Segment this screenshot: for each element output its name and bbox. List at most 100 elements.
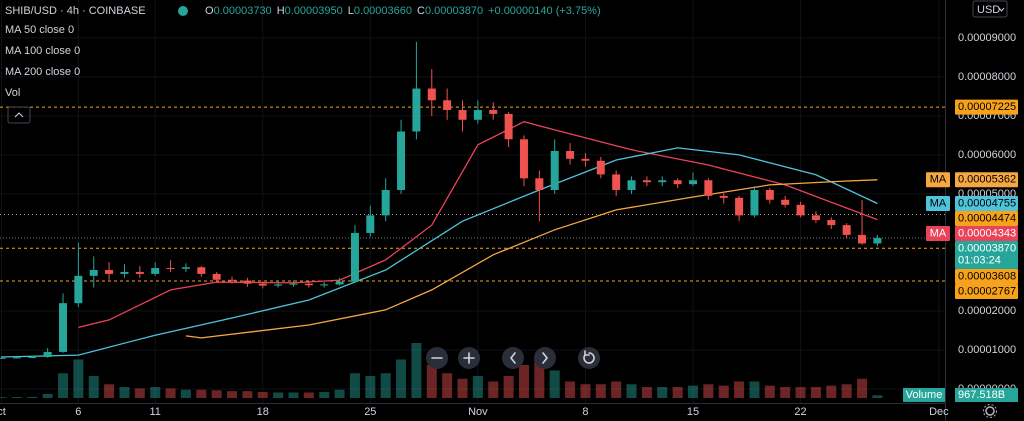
ohlc-value: 0.00003950 — [285, 5, 343, 17]
ohlc-value: 0.00003870 — [425, 5, 483, 17]
volume-bar — [180, 389, 191, 398]
x-tick-label: 25 — [364, 406, 376, 418]
volume-bar — [42, 393, 53, 398]
candle-body — [443, 100, 452, 111]
y-tick-label: 0.00002000 — [958, 305, 1016, 317]
price-tag — [955, 283, 1018, 299]
candle-body — [750, 190, 759, 216]
ma-line — [185, 179, 878, 339]
price-tag-label: 01:03:24 — [958, 254, 1001, 266]
candle-body — [673, 180, 682, 185]
y-tick-label: 0.00008000 — [958, 71, 1016, 83]
volume-bar — [211, 390, 222, 398]
price-tag-label: 0.00002767 — [958, 285, 1016, 297]
ma-tag-label: MA — [930, 197, 947, 209]
candle-body — [781, 199, 790, 205]
candle-body — [381, 190, 390, 216]
candle-body — [228, 279, 237, 281]
volume-bar — [426, 365, 437, 398]
ohlc-label: H — [277, 5, 285, 17]
volume-bar — [841, 384, 852, 398]
candle-body — [335, 281, 344, 285]
volume-bar — [0, 397, 7, 398]
candle-body — [550, 150, 559, 191]
candle-body — [43, 351, 52, 358]
volume-bar — [303, 392, 314, 398]
price-tag-label: 0.00003608 — [958, 270, 1016, 282]
x-tick-label: 6 — [75, 406, 81, 418]
candle-body — [28, 357, 37, 359]
legend-entry: MA 100 close 0 — [5, 45, 80, 57]
status-dot — [178, 6, 188, 16]
candle-body — [642, 180, 651, 183]
volume-bar — [104, 384, 115, 398]
candle-body — [274, 284, 283, 286]
y-tick-label: 0.00009000 — [958, 32, 1016, 44]
zoom-out-button[interactable] — [426, 347, 448, 369]
volume-bar — [273, 392, 284, 398]
price-tag-label: 0.00004343 — [958, 227, 1016, 239]
candle-body — [105, 270, 114, 274]
candle-body — [689, 180, 697, 185]
y-tick-label: 0.00001000 — [958, 344, 1016, 356]
currency: USD — [977, 4, 1000, 16]
candle-body — [796, 204, 805, 216]
candle-body — [535, 178, 544, 191]
volume-bar — [242, 391, 253, 398]
candle-body — [735, 197, 744, 216]
ohlc-label: L — [348, 5, 354, 17]
price-tag — [955, 99, 1018, 115]
header: SHIB/USD · 4h · COINBASE — [5, 5, 146, 17]
volume-bar — [134, 388, 145, 398]
volume-tag-label: Volume — [906, 389, 943, 401]
currency-button[interactable]: USD — [972, 0, 1008, 18]
volume-bar — [657, 387, 668, 398]
ma-line — [1, 147, 878, 358]
candle-body — [243, 280, 252, 284]
scroll-left-button[interactable] — [502, 347, 524, 369]
candle-body — [135, 271, 144, 274]
settings-button[interactable] — [983, 404, 997, 418]
volume-bar — [227, 391, 238, 398]
volume-bar — [411, 343, 422, 398]
volume-bar — [349, 373, 360, 398]
candle-body — [519, 139, 528, 179]
ohlc-value: 0.00003660 — [354, 5, 412, 17]
price-tag-label: 0.00004755 — [958, 197, 1016, 209]
candle-body — [89, 270, 98, 276]
volume-bar — [442, 373, 453, 398]
price-tag — [955, 225, 1018, 241]
volume-bar — [119, 387, 130, 398]
zoom-in-button[interactable] — [458, 347, 480, 369]
candle-body — [596, 160, 605, 175]
candle-body — [658, 180, 667, 183]
volume-bar — [58, 373, 68, 398]
candle-body — [59, 303, 67, 352]
volume-bar — [11, 397, 22, 398]
change: +0.00000140 (+3.75%) — [488, 5, 601, 17]
collapse-button[interactable] — [7, 106, 31, 124]
candle-body — [212, 273, 221, 280]
ma-tag — [926, 225, 950, 241]
candle-body — [719, 195, 728, 198]
legend-entry: MA 50 close 0 — [5, 24, 74, 36]
ma-tag — [926, 195, 950, 211]
candle-body — [581, 158, 590, 161]
ohlc-header: O0.00003730 H0.00003950 L0.00003660 C0.0000… — [205, 5, 601, 17]
volume-bar — [88, 376, 99, 398]
scroll-right-button[interactable] — [534, 347, 556, 369]
candle-body — [320, 284, 329, 286]
volume-bar — [764, 385, 775, 398]
volume-bar — [518, 365, 529, 398]
volume-bar — [810, 387, 821, 398]
candle-body — [765, 190, 774, 200]
reset-button[interactable] — [578, 347, 600, 369]
volume-bar — [165, 388, 176, 398]
candle-body — [627, 180, 636, 191]
volume-bar — [595, 384, 606, 398]
ma-tag — [926, 172, 950, 188]
symbol-title: SHIB/USD · 4h · COINBASE — [5, 5, 146, 17]
volume-bar — [472, 376, 483, 398]
